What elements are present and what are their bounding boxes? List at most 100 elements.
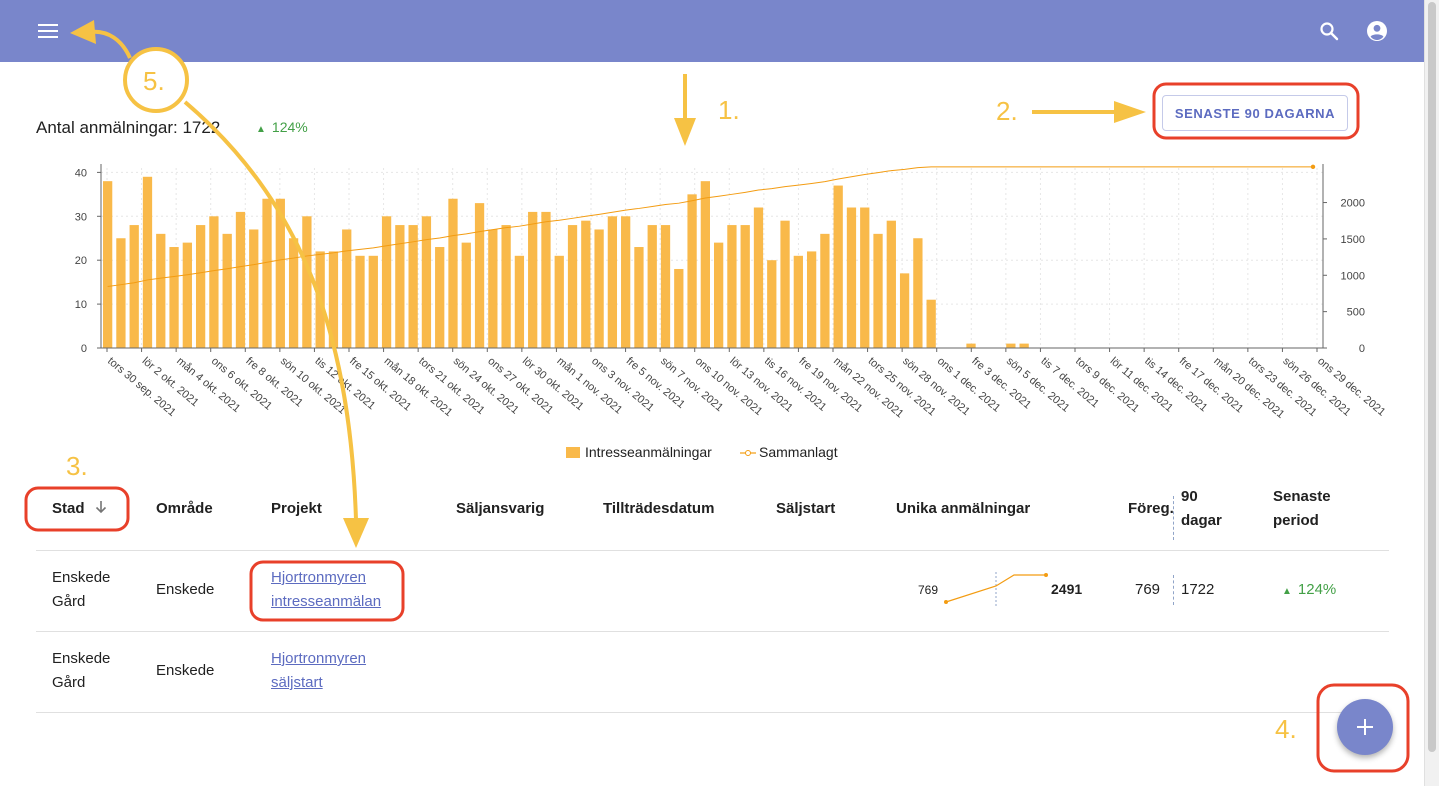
col-header-unika-anmalningar[interactable]: Unika anmälningar <box>896 500 1031 517</box>
chart-bar <box>727 225 737 348</box>
chart-bar <box>116 238 126 348</box>
column-separator <box>1173 496 1174 540</box>
y-right-tick-label: 2000 <box>1341 198 1365 210</box>
legend-line-label: Sammanlagt <box>759 444 838 460</box>
callout-3: 3. <box>66 451 88 481</box>
chart-bar <box>169 247 179 348</box>
table-row-1-projekt-link[interactable]: Hjortronmyren intresseanmälan <box>271 569 382 610</box>
table-row-1-stad: Enskede Gård <box>52 569 111 610</box>
table-row-1-senaste-period: ▲ 124% <box>1282 581 1337 598</box>
add-fab-button[interactable] <box>1337 699 1393 755</box>
trend-value: 124% <box>271 119 308 135</box>
col-header-senaste-period[interactable]: Senaste period <box>1273 488 1331 529</box>
column-separator <box>1173 575 1174 605</box>
chart-bar <box>435 247 445 348</box>
x-tick-label: sön 5 dec. 2021 <box>1004 355 1072 415</box>
chart-bar <box>514 255 525 348</box>
y-left-tick-label: 0 <box>81 343 87 355</box>
col-header-90-dagar[interactable]: 90 dagar <box>1181 488 1222 529</box>
plus-icon <box>1357 719 1373 735</box>
col-header-omrade[interactable]: Område <box>156 500 213 517</box>
chart-bar <box>474 203 485 348</box>
chart-bar <box>275 198 285 348</box>
table-divider <box>36 712 1389 713</box>
chart-bar <box>368 255 378 348</box>
col-header-projekt[interactable]: Projekt <box>271 500 322 517</box>
chart-bar <box>235 211 246 348</box>
callout-2: 2. <box>996 96 1018 126</box>
chart-bar <box>103 181 113 348</box>
chart-bar <box>302 216 312 348</box>
chart-bar <box>740 225 750 348</box>
chart-bar <box>873 233 883 348</box>
chart-bar <box>607 216 618 348</box>
chart-bar <box>806 251 817 348</box>
table-row-1-90-dagar: 1722 <box>1181 581 1215 598</box>
chart-bar <box>899 273 910 348</box>
callout-1: 1. <box>718 95 740 125</box>
table-row-2-stad: Enskede Gård <box>52 650 111 691</box>
chart-bar <box>714 242 724 348</box>
col-header-saljansvarig[interactable]: Säljansvarig <box>456 500 545 517</box>
chart-bar <box>820 233 830 348</box>
y-right-tick-label: 0 <box>1359 343 1365 355</box>
registrations-trend: ▲ 124% <box>256 119 308 135</box>
chart-bar <box>700 181 710 348</box>
col-header-tilltradesdatum[interactable]: Tillträdesdatum <box>603 500 715 517</box>
chart-bar <box>753 207 764 348</box>
y-right-tick-label: 1500 <box>1341 234 1365 246</box>
chart-bar <box>408 225 418 348</box>
app-bar <box>0 0 1424 62</box>
col-header-stad[interactable]: Stad <box>52 497 107 521</box>
chart-bar <box>288 238 299 348</box>
menu-icon[interactable] <box>34 17 62 45</box>
col-header-foreg[interactable]: Föreg. <box>1128 500 1174 517</box>
search-icon[interactable] <box>1315 17 1343 45</box>
chart-bar <box>674 268 684 348</box>
period-select-button[interactable]: SENASTE 90 DAGARNA <box>1162 95 1348 131</box>
legend-bar-label: Intresseanmälningar <box>585 444 712 460</box>
y-right-tick-label: 1000 <box>1341 270 1365 282</box>
chart-bar <box>567 225 578 348</box>
sparkline <box>944 572 1048 606</box>
chart-bar <box>594 229 604 348</box>
table-row-2-omrade: Enskede <box>156 662 215 679</box>
chart-bar <box>488 229 498 348</box>
sparkline-end-value: 2491 <box>1051 581 1083 597</box>
trend-up-icon: ▲ <box>256 124 266 135</box>
chart-bar <box>846 207 857 348</box>
x-tick-label: fre 3 dec. 2021 <box>969 355 1033 411</box>
col-header-saljstart[interactable]: Säljstart <box>776 500 836 517</box>
legend-line-marker <box>745 450 751 456</box>
sparkline-end-point <box>1044 573 1048 577</box>
chart-bar <box>793 255 803 348</box>
chart-bar <box>926 299 936 348</box>
chart-line-sammanlagt <box>107 166 1313 287</box>
account-circle-icon[interactable] <box>1363 17 1391 45</box>
legend-bar-swatch <box>566 447 580 458</box>
chart-bar <box>129 225 139 348</box>
chart-bar <box>395 225 405 348</box>
chart-bar <box>262 198 272 348</box>
callout-4: 4. <box>1275 714 1297 744</box>
chart-bar <box>342 229 352 348</box>
table-divider <box>36 631 1389 632</box>
scrollbar-thumb[interactable] <box>1428 2 1436 752</box>
x-tick-label: fre 5 nov. 2021 <box>624 355 687 411</box>
chart-bar <box>142 176 153 348</box>
chart-bar <box>528 211 538 348</box>
arrow-5-project-head <box>343 518 369 548</box>
x-tick-label: tis 16 nov. 2021 <box>762 355 829 414</box>
page-scrollbar[interactable] <box>1424 0 1439 786</box>
chart-bar <box>621 216 631 348</box>
callout-5: 5. <box>143 66 165 96</box>
chart-bar <box>767 260 777 348</box>
table-row-2-projekt-link[interactable]: Hjortronmyren säljstart <box>271 650 367 691</box>
chart-bar <box>554 255 564 348</box>
chart-bar <box>381 216 392 348</box>
y-left-tick-label: 40 <box>75 167 87 179</box>
chart-bar <box>833 185 843 348</box>
chart-bar <box>182 242 192 348</box>
chart-bar <box>501 225 511 348</box>
